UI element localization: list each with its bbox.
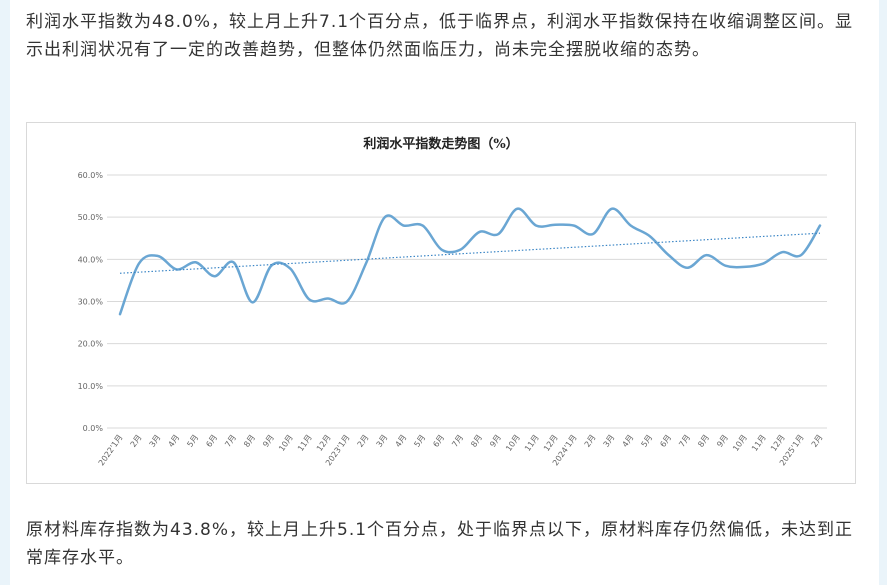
y-tick-label: 50.0% [78, 213, 104, 222]
x-tick-label: 2月 [810, 433, 825, 449]
x-tick-label: 2022'1月 [97, 433, 125, 467]
x-tick-label: 10月 [504, 433, 522, 453]
x-tick-label: 5月 [639, 433, 654, 449]
x-tick-label: 6月 [658, 433, 673, 449]
y-tick-label: 40.0% [78, 255, 104, 264]
x-tick-label: 3月 [148, 433, 163, 449]
x-tick-label: 8月 [469, 433, 484, 449]
x-tick-label: 7月 [677, 433, 692, 449]
x-tick-label: 11月 [750, 433, 768, 453]
x-tick-label: 2月 [583, 433, 598, 449]
x-tick-label: 12月 [769, 433, 787, 453]
x-tick-label: 6月 [431, 433, 446, 449]
chart-panel: 利润水平指数走势图（%） 0.0% 10.0% 20.0% 30.0% 40.0% 50.… [26, 122, 856, 484]
x-tick-label: 6月 [204, 433, 219, 449]
x-tick-label: 9月 [488, 433, 503, 449]
y-tick-label: 0.0% [83, 424, 104, 433]
paragraph-raw-material-inventory: 原材料库存指数为43.8%，较上月上升5.1个百分点，处于临界点以下，原材料库存… [26, 520, 854, 568]
x-tick-label: 4月 [167, 433, 182, 449]
x-tick-label: 10月 [731, 433, 749, 453]
right-side-bar [879, 0, 887, 585]
x-tick-label: 9月 [261, 433, 276, 449]
x-tick-label: 4月 [394, 433, 409, 449]
x-tick-label: 5月 [185, 433, 200, 449]
x-tick-label: 12月 [542, 433, 560, 453]
x-tick-label: 3月 [375, 433, 390, 449]
x-tick-label: 2月 [129, 433, 144, 449]
y-tick-labels: 0.0% 10.0% 20.0% 30.0% 40.0% 50.0% 60.0% [78, 171, 104, 433]
trend-line [119, 232, 821, 274]
y-tick-label: 10.0% [78, 382, 104, 391]
paragraph-profit-index: 利润水平指数为48.0%，较上月上升7.1个百分点，低于临界点，利润水平指数保持… [26, 12, 854, 60]
x-tick-label: 7月 [450, 433, 465, 449]
x-tick-label: 11月 [296, 433, 314, 453]
x-tick-label: 4月 [621, 433, 636, 449]
x-tick-label: 7月 [223, 433, 238, 449]
y-tick-label: 20.0% [78, 340, 104, 349]
x-tick-label: 5月 [412, 433, 427, 449]
y-tick-label: 30.0% [78, 298, 104, 307]
series-layer [118, 207, 822, 316]
x-tick-label: 8月 [242, 433, 257, 449]
x-tick-label: 11月 [523, 433, 541, 453]
x-tick-label: 3月 [602, 433, 617, 449]
left-side-bar [0, 0, 10, 585]
x-tick-label: 10月 [277, 433, 295, 453]
grid-lines [107, 174, 827, 429]
x-tick-label: 12月 [315, 433, 333, 453]
x-tick-label: 9月 [715, 433, 730, 449]
x-tick-label: 2月 [356, 433, 371, 449]
y-tick-label: 60.0% [78, 171, 104, 180]
profit-index-line-chart: 利润水平指数走势图（%） 0.0% 10.0% 20.0% 30.0% 40.0% 50.… [78, 136, 827, 467]
profit-index-series-line [118, 207, 822, 316]
chart-title: 利润水平指数走势图（%） [363, 136, 518, 152]
x-tick-label: 8月 [696, 433, 711, 449]
